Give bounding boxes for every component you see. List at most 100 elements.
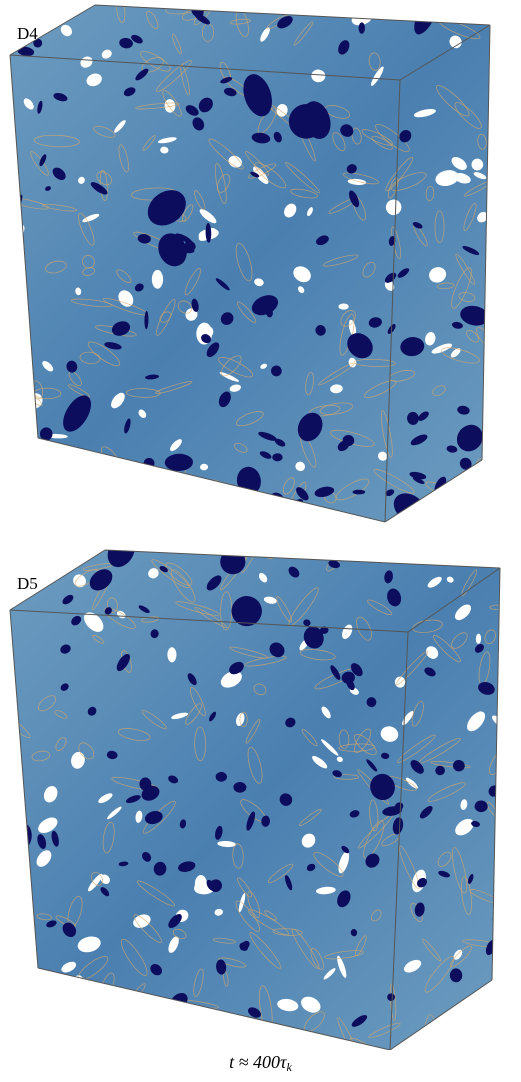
droplet xyxy=(340,124,354,137)
droplet xyxy=(414,902,425,917)
void-patch xyxy=(450,348,461,358)
droplet xyxy=(145,810,163,825)
droplet xyxy=(45,186,51,191)
droplet xyxy=(449,968,463,983)
droplet xyxy=(185,105,199,116)
interface-streak xyxy=(218,356,254,378)
void-patch xyxy=(27,498,45,515)
interface-streak xyxy=(368,1022,401,1039)
void-patch xyxy=(235,712,245,727)
droplet xyxy=(385,489,395,497)
void-patch xyxy=(204,326,214,337)
droplet xyxy=(135,68,149,81)
droplet xyxy=(218,391,231,408)
droplet xyxy=(134,283,144,292)
void-patch xyxy=(71,751,85,769)
droplet xyxy=(370,773,395,801)
droplet xyxy=(33,38,43,48)
void-patch xyxy=(301,833,316,848)
cube-edge xyxy=(389,631,409,1050)
void-patch xyxy=(413,108,436,118)
void-patch xyxy=(185,308,198,321)
droplet xyxy=(457,405,470,415)
interface-streak xyxy=(10,197,50,210)
droplet xyxy=(474,643,484,653)
void-patch xyxy=(78,176,85,184)
interface-streak xyxy=(282,477,295,495)
interface-streak xyxy=(489,749,500,776)
droplet xyxy=(53,454,68,463)
droplet xyxy=(352,489,366,495)
droplet xyxy=(332,517,343,522)
droplet xyxy=(159,566,168,573)
droplet xyxy=(249,1008,256,1013)
void-patch xyxy=(171,712,189,720)
void-patch xyxy=(200,463,209,471)
void-patch xyxy=(260,363,268,369)
droplet xyxy=(52,167,66,181)
interface-streak xyxy=(163,513,195,522)
void-patch xyxy=(23,98,34,110)
droplet xyxy=(215,771,227,782)
interface-streak xyxy=(146,10,159,30)
interface-streak xyxy=(33,134,80,148)
droplet xyxy=(358,22,365,34)
interface-streak xyxy=(353,358,396,367)
droplet xyxy=(151,1040,168,1049)
void-patch xyxy=(263,596,277,604)
droplet xyxy=(328,560,340,569)
interface-streak xyxy=(10,895,25,922)
droplet xyxy=(185,240,196,251)
droplet xyxy=(233,781,247,793)
droplet xyxy=(467,873,474,884)
interface-streak xyxy=(83,490,94,508)
droplet xyxy=(121,480,133,489)
interface-streak xyxy=(193,968,204,998)
interface-streak xyxy=(397,734,436,763)
void-patch xyxy=(10,255,22,270)
droplet xyxy=(366,697,377,708)
droplet xyxy=(22,462,32,480)
void-patch xyxy=(467,711,486,732)
droplet xyxy=(125,795,141,804)
void-patch xyxy=(86,73,102,87)
void-patch xyxy=(158,1024,170,1044)
interface-streak xyxy=(309,404,341,417)
droplet xyxy=(89,569,113,591)
droplet xyxy=(435,765,445,776)
interface-streak xyxy=(310,948,324,970)
panel-label-d5: D5 xyxy=(17,574,38,593)
interface-streak xyxy=(451,267,472,309)
interface-streak xyxy=(323,254,359,267)
void-patch xyxy=(473,172,487,180)
droplet xyxy=(168,914,182,929)
interface-streak xyxy=(162,90,182,117)
droplet xyxy=(150,963,162,976)
void-patch xyxy=(214,908,223,916)
droplet xyxy=(215,278,230,291)
droplet xyxy=(220,77,233,84)
droplet xyxy=(39,427,53,441)
void-patch xyxy=(427,576,442,588)
interface-streak xyxy=(239,711,248,728)
droplet xyxy=(471,820,480,828)
interface-streak xyxy=(55,737,67,752)
void-patch xyxy=(107,806,122,820)
droplet xyxy=(409,471,427,480)
interface-streak xyxy=(425,185,435,202)
droplet xyxy=(106,750,118,760)
interface-streak xyxy=(432,385,446,397)
droplet xyxy=(342,434,355,446)
interface-streak xyxy=(117,728,151,741)
interface-streak xyxy=(437,851,452,867)
interface-streak xyxy=(41,203,78,212)
droplet xyxy=(175,233,192,243)
interface-streak xyxy=(120,1020,136,1050)
interface-streak xyxy=(298,808,322,827)
interface-streak xyxy=(104,607,136,629)
interface-streak xyxy=(477,133,487,150)
droplet xyxy=(60,683,69,691)
void-patch xyxy=(220,670,242,688)
cube-edge xyxy=(9,549,106,611)
interface-streak xyxy=(177,300,193,314)
